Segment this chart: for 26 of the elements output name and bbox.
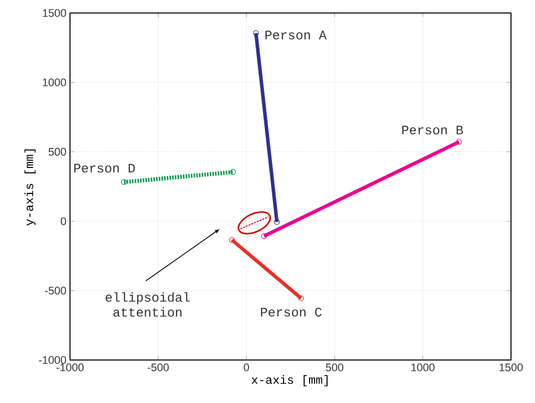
- y-tick-label: 0: [60, 217, 66, 226]
- point: [274, 219, 280, 225]
- x-tick-label: 1000: [411, 364, 435, 372]
- x-axis-title: x-axis [mm]: [252, 375, 328, 386]
- x-tick-label: -1000: [56, 364, 84, 372]
- y-tick-label: 1000: [42, 78, 66, 86]
- series-label: Person B: [402, 126, 463, 134]
- series-label: Person A: [265, 30, 327, 40]
- point: [298, 295, 304, 302]
- point: [261, 233, 267, 239]
- point: [456, 139, 462, 145]
- series-label: Person C: [261, 308, 322, 317]
- y-tick-label: 1500: [42, 9, 66, 17]
- x-tick-label: 0: [244, 364, 250, 372]
- x-tick-label: 1500: [500, 364, 523, 372]
- x-tick-label: -500: [148, 364, 169, 372]
- point: [121, 179, 127, 185]
- y-tick-label: -500: [45, 286, 66, 294]
- y-tick-label: 500: [48, 148, 66, 156]
- y-axis-title: y-axis [mm]: [24, 149, 36, 226]
- x-tick-label: 500: [326, 364, 344, 372]
- series-label: Person D: [74, 164, 135, 173]
- annotation: ellipsoidal attention: [106, 292, 190, 317]
- point: [229, 237, 235, 243]
- y-tick-label: -1000: [38, 356, 66, 364]
- point: [230, 169, 236, 175]
